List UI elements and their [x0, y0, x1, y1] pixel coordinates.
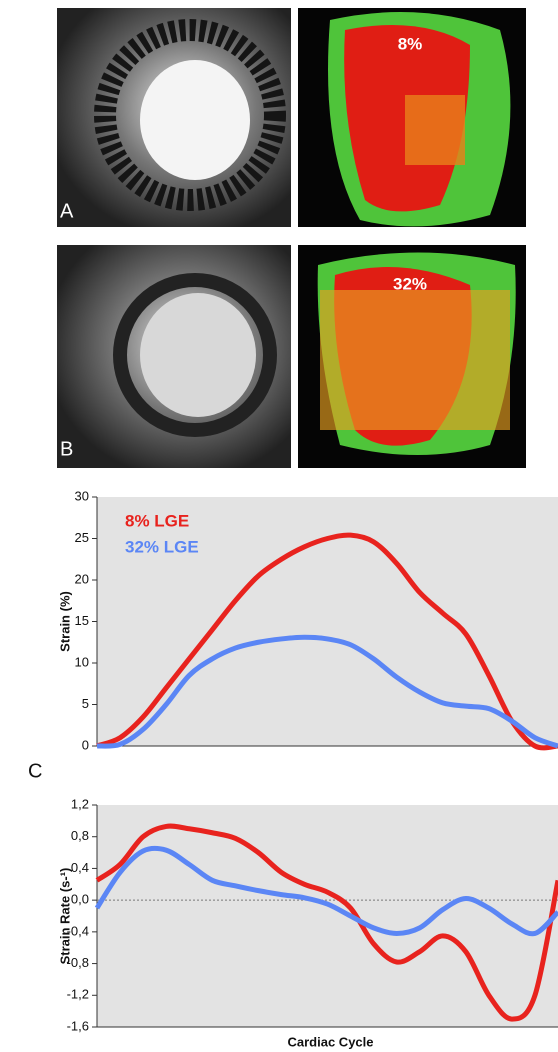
panel-a: A 8% [57, 8, 526, 227]
y-axis-label: Strain (%) [57, 591, 72, 652]
scar [405, 95, 465, 165]
y-tick-label: -1,2 [67, 987, 89, 1002]
y-tick-label: 0,4 [71, 860, 89, 875]
y-tick-label: 0,0 [71, 892, 89, 907]
panel-label: A [60, 200, 74, 222]
y-axis-label: Strain Rate (s-¹) [57, 868, 72, 965]
y-tick-label: 0,8 [71, 828, 89, 843]
scar-percent: 8% [398, 34, 423, 53]
scar [320, 290, 510, 430]
panel-label: B [60, 438, 73, 460]
cavity [140, 60, 250, 180]
charts: 0 5 10 15 20 25 30 Strain (%) 8% LGE 32% LGE -1,6 -… [57, 488, 558, 1049]
legend-entry: 32% LGE [125, 537, 199, 556]
cavity [140, 293, 256, 417]
x-axis-label: Cardiac Cycle [288, 1034, 374, 1049]
y-tick-label: 1,2 [71, 796, 89, 811]
figure: A 8% B 32% C 0 5 10 15 20 25 30 Strain (%) 8% LG… [0, 0, 558, 1052]
y-tick-label: 30 [75, 488, 89, 503]
legend-entry: 8% LGE [125, 511, 189, 530]
y-tick-label: 20 [75, 571, 89, 586]
y-tick-label: 10 [75, 654, 89, 669]
panel-b: B 32% [57, 245, 526, 468]
scar-percent: 32% [393, 274, 427, 293]
y-tick-label: 0 [82, 737, 89, 752]
page: {"panels": [{"label": "A", "annotation":… [0, 0, 558, 1052]
y-tick-label: 25 [75, 530, 89, 545]
y-tick-label: 15 [75, 613, 89, 628]
y-tick-label: 5 [82, 696, 89, 711]
y-tick-label: -1,6 [67, 1018, 89, 1033]
panel-label: C [28, 760, 42, 782]
